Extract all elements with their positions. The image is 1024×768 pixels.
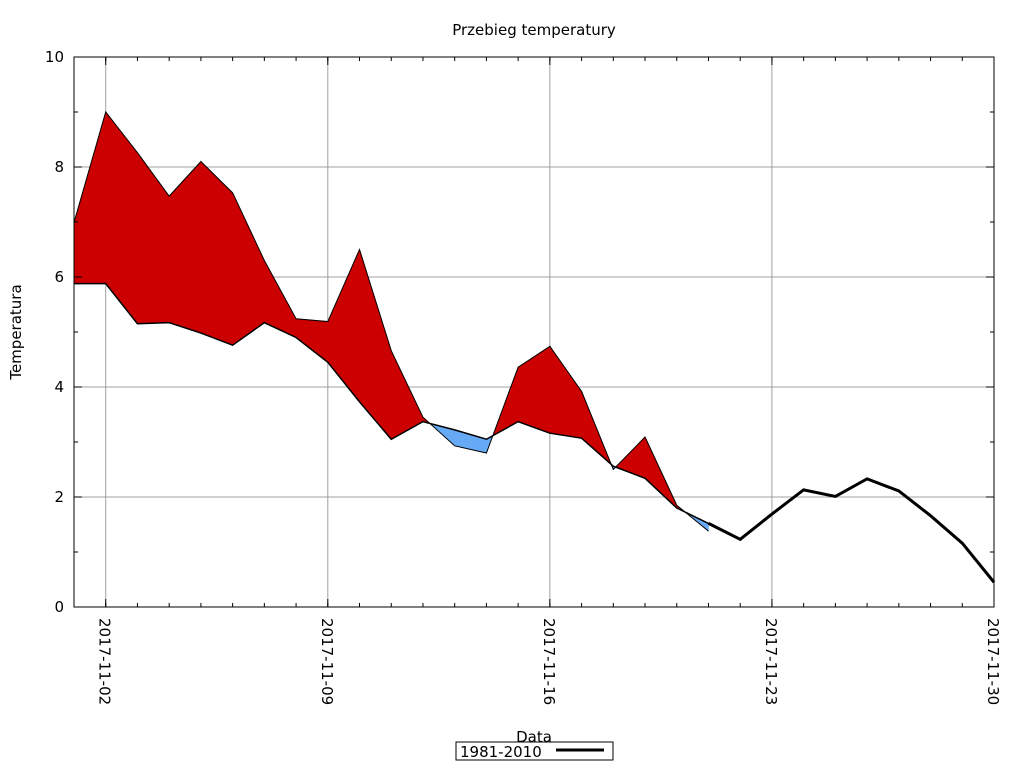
tick-label-x: 2017-11-30: [984, 618, 1002, 705]
normal-line-tail: [707, 477, 996, 584]
tick-label-y: 0: [54, 598, 64, 616]
tick-labels: 0 2 4 6 8 10 2017-11-02 2017-11-09 2017-11-16 201…: [45, 48, 1002, 705]
tick-label-x: 2017-11-09: [318, 618, 336, 705]
series-lines: [73, 110, 996, 584]
legend: 1981-2010: [455, 741, 614, 761]
tick-label-y: 2: [54, 488, 64, 506]
above-normal-area: [359, 249, 392, 441]
tick-label-y: 4: [54, 378, 64, 396]
tick-label-x: 2017-11-02: [96, 618, 114, 705]
above-normal-area: [137, 151, 170, 325]
legend-box: [455, 741, 614, 761]
above-normal-area: [73, 111, 107, 284]
tick-label-y: 6: [54, 268, 64, 286]
above-normal-area: [264, 260, 297, 338]
chart-title: Przebieg temperatury: [452, 21, 616, 39]
above-normal-area: [390, 350, 424, 440]
tick-label-y: 8: [54, 158, 64, 176]
legend-label: 1981-2010: [460, 743, 542, 761]
tick-label-x: 2017-11-16: [540, 618, 558, 705]
above-normal-area: [232, 192, 265, 346]
y-axis-label: Temperatura: [7, 284, 25, 380]
tick-label-y: 10: [45, 48, 64, 66]
above-normal-area: [549, 345, 582, 439]
observed-line: [73, 110, 709, 532]
above-normal-area: [327, 249, 360, 403]
axis-ticks: [73, 56, 995, 608]
above-normal-area: [517, 345, 551, 434]
above-normal-area: [200, 160, 233, 346]
above-normal-area: [168, 160, 202, 334]
above-normal-area: [105, 111, 138, 325]
tick-label-x: 2017-11-23: [762, 618, 780, 705]
